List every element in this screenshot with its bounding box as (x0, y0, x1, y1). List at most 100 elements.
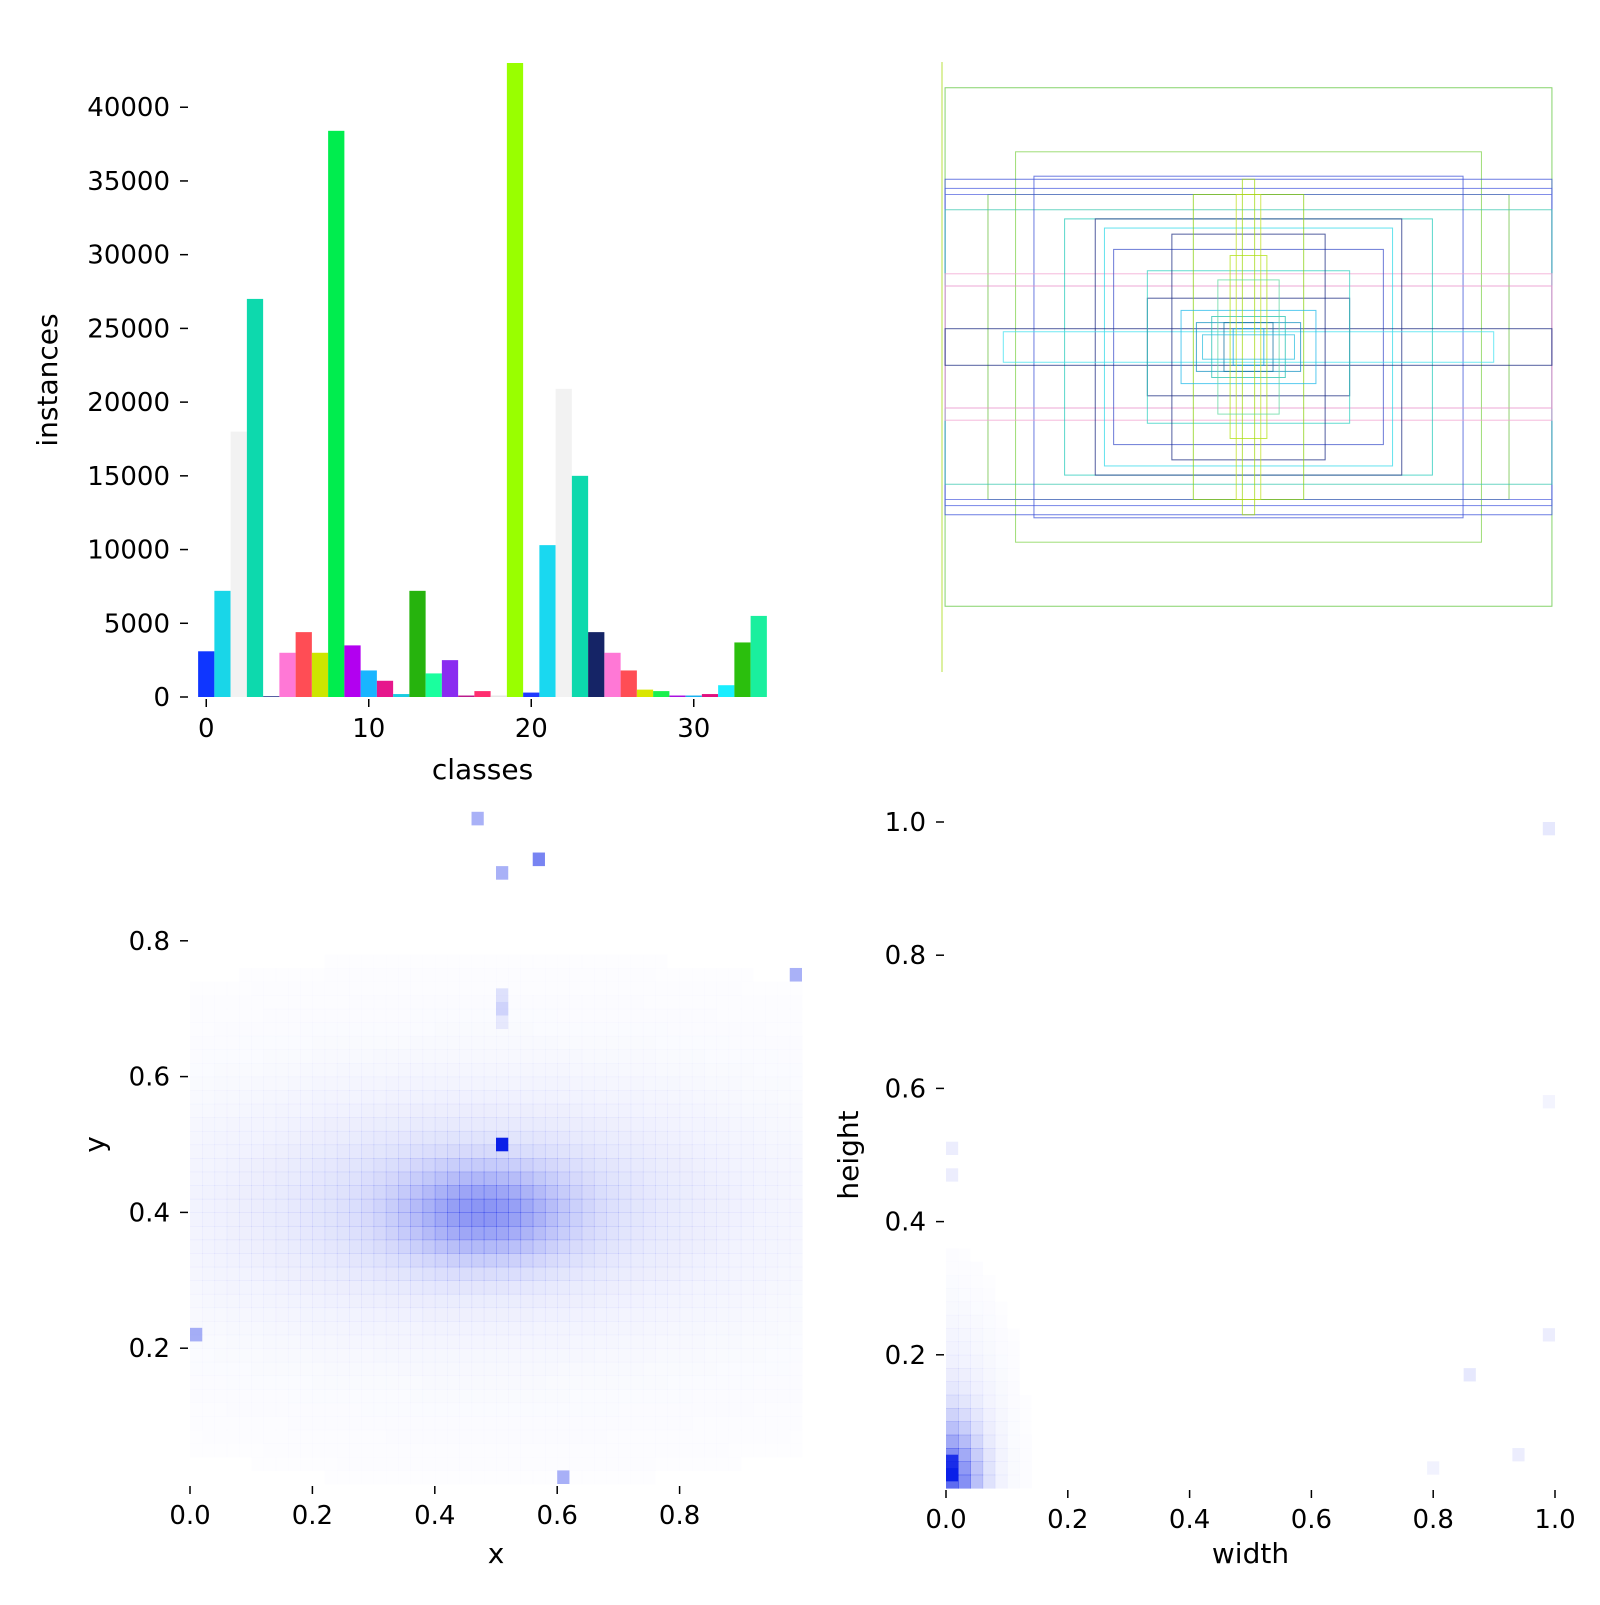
density-cell (557, 1389, 570, 1403)
density-cell (982, 1474, 996, 1489)
density-cell (202, 1362, 215, 1376)
outlier-cell (190, 1327, 203, 1342)
density-cell (398, 1239, 411, 1254)
density-cell (398, 982, 411, 996)
density-cell (729, 1335, 742, 1349)
density-cell (790, 1022, 803, 1036)
density-cell (423, 1375, 436, 1389)
density-cell (618, 1144, 632, 1159)
density-cell (643, 1009, 656, 1023)
density-cell (704, 995, 717, 1009)
density-cell (410, 1443, 423, 1457)
bar (214, 590, 231, 697)
density-cell (606, 968, 619, 982)
density-cell (373, 1293, 387, 1309)
density-cell (520, 1362, 533, 1376)
density-cell (398, 1049, 411, 1063)
density-cell (630, 1225, 644, 1241)
density-cell (483, 1198, 497, 1213)
density-cell (239, 1036, 252, 1050)
density-cell (741, 1090, 754, 1104)
density-cell (484, 1049, 497, 1063)
density-cell (679, 1293, 693, 1309)
density-cell (642, 1158, 656, 1173)
density-cell (386, 968, 399, 982)
box-outline (1033, 175, 1464, 519)
density-cell (325, 1063, 338, 1077)
density-cell (631, 995, 644, 1009)
density-cell (520, 1334, 534, 1349)
density-cell (667, 1158, 681, 1173)
density-cell (459, 1090, 473, 1105)
density-cell (471, 1171, 485, 1186)
density-cell (520, 954, 533, 968)
density-cell (471, 1253, 485, 1268)
density-cell (790, 1077, 803, 1091)
density-cell (704, 1375, 717, 1389)
density-cell (337, 982, 350, 996)
density-cell (569, 1022, 582, 1036)
density-cell (336, 1212, 350, 1227)
density-cell (680, 1335, 693, 1349)
density-cell (373, 1212, 387, 1227)
density-cell (545, 1375, 558, 1389)
density-cell (239, 1335, 252, 1349)
density-cell (618, 1470, 631, 1484)
density-cell (300, 1335, 313, 1349)
density-cell (741, 1104, 754, 1118)
density-cell (1007, 1355, 1020, 1369)
density-cell (410, 1334, 424, 1349)
density-cell (374, 954, 387, 968)
density-cell (398, 1198, 411, 1213)
density-cell (704, 982, 717, 996)
density-cell (643, 1375, 656, 1389)
density-cell (398, 1171, 411, 1186)
y-tick-label: 25000 (87, 314, 170, 344)
box-outline (1192, 194, 1305, 500)
density-cell (410, 1090, 424, 1105)
density-cell (361, 1348, 374, 1362)
density-cell (288, 1321, 301, 1335)
density-cell (459, 1470, 472, 1484)
y-tick-label: 1.0 (885, 808, 926, 838)
density-cell (582, 1036, 595, 1050)
density-cell (655, 1253, 668, 1268)
density-cell (582, 1375, 595, 1389)
x-tick-label: 30 (677, 714, 710, 744)
density-cell (239, 995, 252, 1009)
density-cell (970, 1474, 984, 1489)
density-cell (263, 1416, 276, 1430)
density-cell (569, 1375, 582, 1389)
density-cell (435, 1470, 448, 1484)
density-cell (459, 968, 472, 982)
density-cell (337, 1430, 350, 1444)
density-cell (995, 1395, 1008, 1409)
density-cell (251, 1198, 265, 1213)
density-cell (958, 1288, 971, 1302)
density-cell (557, 1130, 571, 1146)
density-cell (740, 1171, 754, 1186)
density-cell (606, 1280, 619, 1295)
density-cell (337, 995, 350, 1009)
density-cell (1007, 1395, 1020, 1409)
density-cell (434, 1198, 448, 1213)
density-cell (251, 982, 264, 996)
density-cell (970, 1461, 984, 1476)
density-cell (202, 1430, 215, 1444)
density-cell (496, 1117, 509, 1132)
density-cell (544, 1225, 558, 1241)
density-cell (728, 1225, 742, 1241)
outlier-cell (1542, 822, 1555, 836)
density-cell (618, 1239, 632, 1254)
density-cell (472, 1009, 485, 1023)
density-cell (532, 1171, 546, 1186)
y-tick-label: 0.4 (885, 1208, 926, 1238)
density-cell (324, 1266, 338, 1281)
density-cell (312, 1225, 326, 1241)
density-cell (778, 1375, 791, 1389)
density-cell (618, 995, 631, 1009)
density-cell (361, 1389, 374, 1403)
density-cell (275, 1266, 289, 1281)
density-cell (251, 1077, 264, 1091)
density-cell (398, 1389, 411, 1403)
